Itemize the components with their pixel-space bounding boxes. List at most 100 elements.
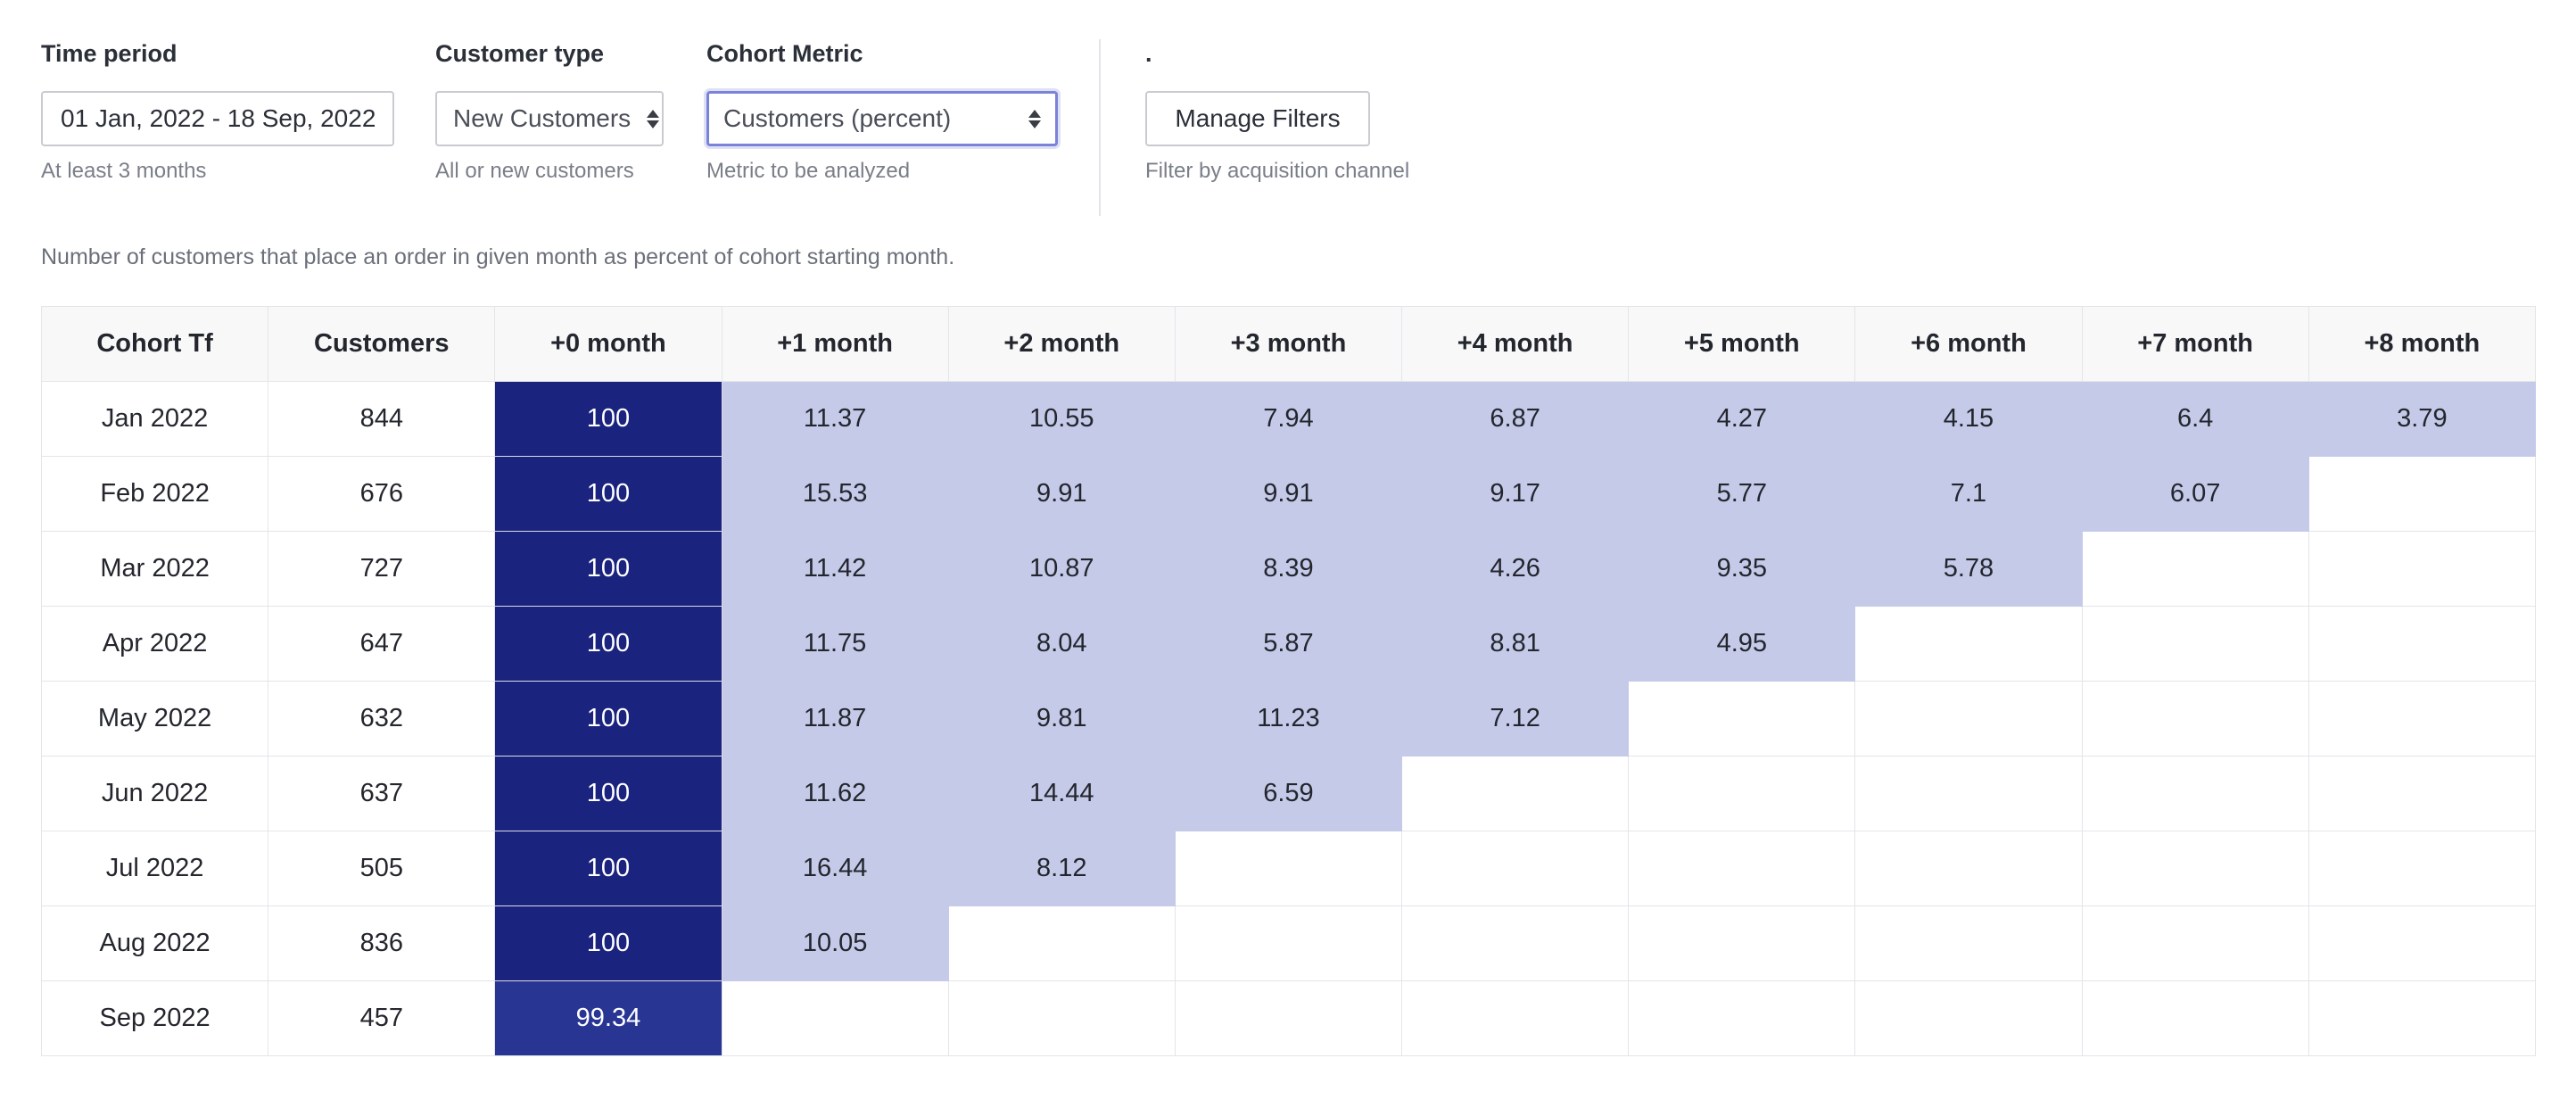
retention-cell: 100 bbox=[494, 681, 722, 757]
retention-cell: 8.12 bbox=[947, 831, 1176, 906]
retention-cell: 3.79 bbox=[2308, 381, 2537, 457]
retention-cell: 100 bbox=[494, 531, 722, 607]
cohort-metric-select[interactable]: Customers (percent) bbox=[706, 91, 1058, 146]
empty-cell bbox=[1854, 606, 2083, 682]
table-body: Jan 2022 844 100 11.37 10.55 7.94 6.87 4.27 4.15… bbox=[40, 381, 2537, 1056]
retention-cell: 11.37 bbox=[721, 381, 949, 457]
customers-cell: 637 bbox=[268, 756, 496, 831]
customers-cell: 632 bbox=[268, 681, 496, 757]
empty-cell bbox=[2081, 980, 2309, 1056]
retention-cell: 4.15 bbox=[1854, 381, 2083, 457]
cohort-cell: Apr 2022 bbox=[40, 606, 269, 682]
customer-type-select[interactable]: New Customers bbox=[435, 91, 664, 146]
empty-cell bbox=[2081, 606, 2309, 682]
retention-cell: 9.17 bbox=[1401, 456, 1630, 532]
retention-cell: 6.59 bbox=[1174, 756, 1403, 831]
time-period-input[interactable]: 01 Jan, 2022 - 18 Sep, 2022 bbox=[41, 91, 394, 146]
cohort-metric-value: Customers (percent) bbox=[723, 104, 952, 132]
empty-cell bbox=[1628, 756, 1856, 831]
retention-cell: 100 bbox=[494, 756, 722, 831]
column-header: +2 month bbox=[947, 306, 1176, 382]
column-header: Customers bbox=[268, 306, 496, 382]
empty-cell bbox=[1401, 831, 1630, 906]
time-period-hint: At least 3 months bbox=[41, 159, 207, 183]
customers-cell: 727 bbox=[268, 531, 496, 607]
table-row: Jan 2022 844 100 11.37 10.55 7.94 6.87 4.27 4.15… bbox=[40, 381, 2537, 457]
retention-cell: 9.91 bbox=[1174, 456, 1403, 532]
empty-cell bbox=[1401, 980, 1630, 1056]
cohort-cell: Sep 2022 bbox=[40, 980, 269, 1056]
column-header: +5 month bbox=[1628, 306, 1856, 382]
retention-cell: 8.39 bbox=[1174, 531, 1403, 607]
empty-cell bbox=[2308, 980, 2537, 1056]
empty-cell bbox=[1401, 756, 1630, 831]
retention-cell: 5.78 bbox=[1854, 531, 2083, 607]
empty-cell bbox=[1174, 980, 1403, 1056]
empty-cell bbox=[1628, 905, 1856, 981]
column-header: +1 month bbox=[721, 306, 949, 382]
retention-cell: 100 bbox=[494, 456, 722, 532]
empty-cell bbox=[2308, 606, 2537, 682]
time-period-filter: Time period 01 Jan, 2022 - 18 Sep, 2022 … bbox=[41, 36, 394, 184]
retention-cell: 11.87 bbox=[721, 681, 949, 757]
column-header: +3 month bbox=[1174, 306, 1403, 382]
cohort-cell: Aug 2022 bbox=[40, 905, 269, 981]
retention-cell: 8.81 bbox=[1401, 606, 1630, 682]
cohort-table: Cohort Tf Customers +0 month +1 month +2 mon… bbox=[40, 306, 2537, 1056]
cohort-cell: Mar 2022 bbox=[40, 531, 269, 607]
empty-cell bbox=[2308, 831, 2537, 906]
empty-cell bbox=[1628, 831, 1856, 906]
manage-filters-label: . bbox=[1145, 40, 1152, 67]
time-period-label: Time period bbox=[41, 40, 178, 67]
customer-type-label: Customer type bbox=[435, 40, 605, 67]
empty-cell bbox=[2081, 905, 2309, 981]
retention-cell: 100 bbox=[494, 606, 722, 682]
empty-cell bbox=[2308, 905, 2537, 981]
retention-cell: 100 bbox=[494, 381, 722, 457]
manage-filters-button[interactable]: Manage Filters bbox=[1145, 91, 1370, 146]
retention-cell: 7.1 bbox=[1854, 456, 2083, 532]
retention-cell: 5.87 bbox=[1174, 606, 1403, 682]
empty-cell bbox=[2308, 456, 2537, 532]
empty-cell bbox=[2081, 681, 2309, 757]
customer-type-filter: Customer type New Customers All or new c… bbox=[435, 36, 664, 184]
column-header: +7 month bbox=[2081, 306, 2309, 382]
empty-cell bbox=[1854, 681, 2083, 757]
cohort-metric-hint: Metric to be analyzed bbox=[706, 159, 911, 183]
column-header: +6 month bbox=[1854, 306, 2083, 382]
cohort-cell: Jun 2022 bbox=[40, 756, 269, 831]
table-row: Jul 2022 505 100 16.44 8.12 bbox=[40, 831, 2537, 906]
retention-cell: 6.4 bbox=[2081, 381, 2309, 457]
empty-cell bbox=[721, 980, 949, 1056]
retention-cell: 4.26 bbox=[1401, 531, 1630, 607]
column-header: +0 month bbox=[494, 306, 722, 382]
retention-cell: 11.42 bbox=[721, 531, 949, 607]
select-arrows-icon bbox=[647, 109, 660, 128]
cohort-cell: Jan 2022 bbox=[40, 381, 269, 457]
empty-cell bbox=[947, 905, 1176, 981]
empty-cell bbox=[2308, 681, 2537, 757]
customers-cell: 647 bbox=[268, 606, 496, 682]
retention-cell: 6.87 bbox=[1401, 381, 1630, 457]
table-row: Apr 2022 647 100 11.75 8.04 5.87 8.81 4.95 bbox=[40, 606, 2537, 682]
filter-bar: Time period 01 Jan, 2022 - 18 Sep, 2022 … bbox=[41, 36, 1409, 184]
cohort-metric-filter: Cohort Metric Customers (percent) Metric… bbox=[706, 36, 1058, 184]
empty-cell bbox=[2081, 756, 2309, 831]
empty-cell bbox=[2308, 531, 2537, 607]
empty-cell bbox=[947, 980, 1176, 1056]
filter-divider bbox=[1099, 39, 1101, 216]
retention-cell: 11.23 bbox=[1174, 681, 1403, 757]
customers-cell: 836 bbox=[268, 905, 496, 981]
column-header: +4 month bbox=[1401, 306, 1630, 382]
customer-type-hint: All or new customers bbox=[435, 159, 634, 183]
empty-cell bbox=[2081, 831, 2309, 906]
table-row: Mar 2022 727 100 11.42 10.87 8.39 4.26 9.35 5.78 bbox=[40, 531, 2537, 607]
table-description: Number of customers that place an order … bbox=[41, 244, 955, 269]
retention-cell: 10.55 bbox=[947, 381, 1176, 457]
retention-cell: 9.91 bbox=[947, 456, 1176, 532]
select-arrows-icon bbox=[1028, 109, 1041, 128]
empty-cell bbox=[2308, 756, 2537, 831]
empty-cell bbox=[1174, 831, 1403, 906]
retention-cell: 4.95 bbox=[1628, 606, 1856, 682]
customers-cell: 844 bbox=[268, 381, 496, 457]
